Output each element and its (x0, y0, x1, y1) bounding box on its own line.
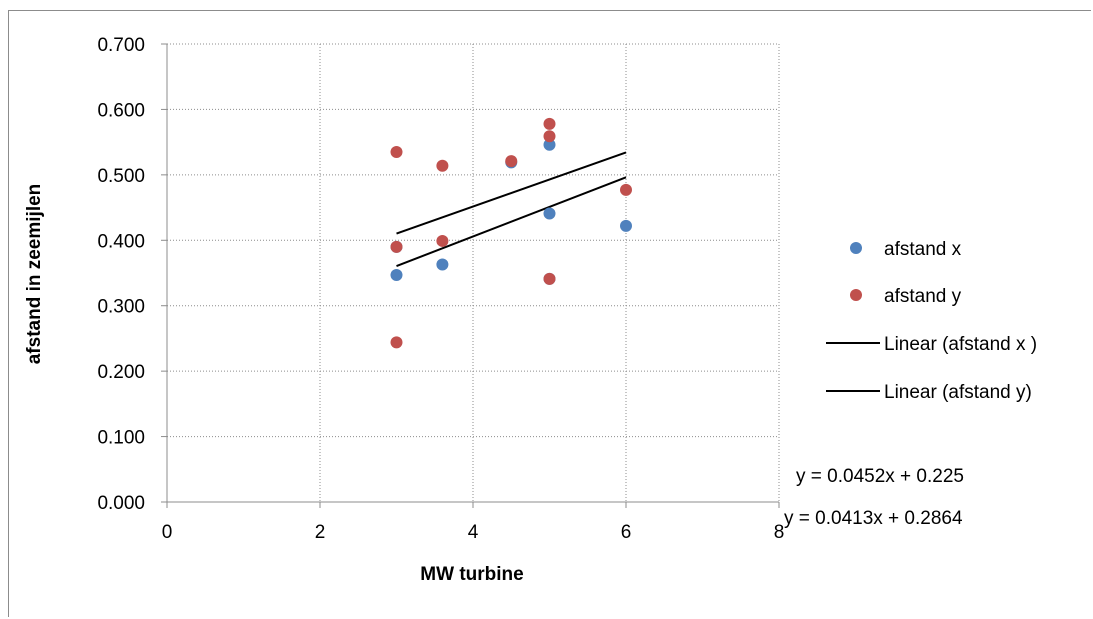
x-tick-label-3: 6 (621, 522, 632, 543)
legend-marker-afstand-y (850, 289, 862, 301)
legend: afstand x afstand y Linear (afstand x ) … (826, 239, 1037, 403)
x-tick-labels: 0 2 4 6 8 (162, 522, 785, 543)
data-point-s0-0 (390, 268, 403, 281)
trendlines (396, 151, 627, 267)
data-point-s0-2 (436, 258, 449, 271)
y-tick-label-7: 0.700 (97, 35, 145, 56)
data-point-s1-3 (436, 159, 449, 172)
data-point-s0-5 (543, 207, 556, 220)
y-tick-label-5: 0.500 (97, 166, 145, 187)
data-point-s1-1 (390, 240, 403, 253)
data-point-s0-7 (620, 219, 632, 232)
legend-label-linear-x: Linear (afstand x ) (884, 334, 1037, 355)
y-tick-label-1: 0.100 (97, 428, 145, 449)
chart-frame (8, 10, 1091, 617)
data-point-s1-9 (620, 183, 632, 196)
x-axis-title: MW turbine (420, 564, 523, 585)
legend-label-linear-y: Linear (afstand y) (884, 382, 1032, 403)
data-point-s1-2 (390, 336, 403, 349)
y-tick-label-3: 0.300 (97, 297, 145, 318)
data-point-s0-4 (543, 138, 556, 151)
y-tick-label-0: 0.000 (97, 493, 145, 514)
data-point-s1-7 (543, 130, 556, 143)
data-point-s1-8 (543, 272, 556, 285)
y-axis-title: afstand in zeemijlen (24, 184, 45, 365)
data-point-s1-5 (505, 155, 518, 168)
data-point-s1-6 (543, 117, 556, 130)
grid-lines (167, 43, 780, 502)
x-tick-label-0: 0 (162, 522, 173, 543)
x-tick-label-1: 2 (315, 522, 326, 543)
data-point-s1-0 (390, 145, 403, 158)
trendline-equation-y: y = 0.0413x + 0.2864 (784, 508, 963, 529)
y-tick-label-6: 0.600 (97, 100, 145, 121)
axes (161, 43, 780, 508)
legend-label-afstand-x: afstand x (884, 239, 962, 260)
x-tick-label-4: 8 (774, 522, 785, 543)
legend-label-afstand-y: afstand y (884, 286, 962, 307)
trendline-3 (396, 151, 627, 235)
x-tick-label-2: 4 (468, 522, 479, 543)
data-points (390, 117, 632, 349)
legend-marker-afstand-x (850, 242, 862, 254)
data-point-s1-4 (436, 234, 449, 247)
y-tick-labels: 0.000 0.100 0.200 0.300 0.400 0.500 0.600 0.700 (97, 35, 145, 514)
trendline-2 (396, 176, 627, 267)
y-tick-label-2: 0.200 (97, 362, 145, 383)
trendline-equation-x: y = 0.0452x + 0.225 (796, 466, 964, 487)
y-tick-label-4: 0.400 (97, 231, 145, 252)
